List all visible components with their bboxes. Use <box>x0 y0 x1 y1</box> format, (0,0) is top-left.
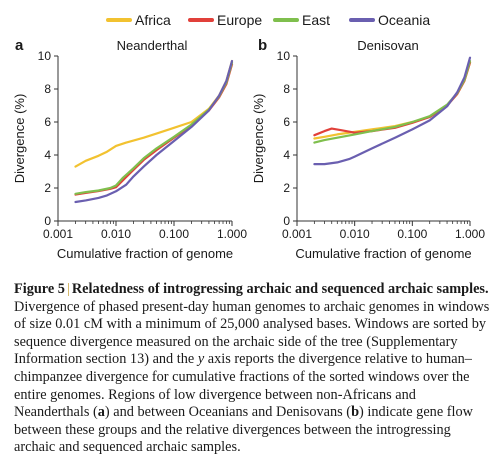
y-tick-label: 8 <box>44 82 51 96</box>
y-tick-label: 4 <box>283 148 290 162</box>
y-tick-label: 0 <box>44 214 51 228</box>
panel-title: Denisovan <box>357 38 418 53</box>
x-tick-label: 0.010 <box>340 227 370 241</box>
x-tick-label: 0.001 <box>43 227 73 241</box>
caption-panel-ref-b: b <box>351 404 360 421</box>
series-line-europe <box>74 63 234 196</box>
y-tick-label: 2 <box>283 181 290 195</box>
x-tick-label: 0.001 <box>282 227 312 241</box>
y-tick-label: 6 <box>44 115 51 129</box>
figure-5-chart: Africa Europe East Oceania a Neanderthal 0 2 4 6… <box>12 12 485 261</box>
y-tick-label: 4 <box>44 148 51 162</box>
figure-caption: Figure 5 | Relatedness of introgressing ar… <box>14 281 494 457</box>
x-axis-label: Cumulative fraction of genome <box>57 246 233 261</box>
caption-text: axis reports the divergence relative to … <box>14 351 472 421</box>
caption-text: ) and between Oceanians and Denisovans ( <box>104 404 352 421</box>
legend-label-europe: Europe <box>217 12 262 28</box>
legend: Africa Europe East Oceania <box>106 12 430 28</box>
panel-b-denisovan: b Denisovan 0 2 4 6 8 10 0.001 0.010 0.100 1.000 Cum… <box>251 37 485 261</box>
caption-text: Divergence of phased present-day human g… <box>14 298 490 368</box>
panel-a-neanderthal: a Neanderthal 0 2 4 6 8 10 0.001 0.010 0.100 1.000 C… <box>12 37 247 261</box>
y-tick-label: 8 <box>283 82 290 96</box>
caption-title: Relatedness of introgressing archaic and… <box>71 281 489 297</box>
legend-label-east: East <box>302 12 330 28</box>
series-line-oceania <box>74 59 234 204</box>
series-line-oceania <box>313 56 472 166</box>
caption-figure-label: Figure 5 <box>14 281 65 297</box>
y-axis-label: Divergence (%) <box>12 94 27 184</box>
y-tick-label: 10 <box>277 49 291 63</box>
legend-label-oceania: Oceania <box>378 12 430 28</box>
y-tick-label: 0 <box>283 214 290 228</box>
x-tick-label: 0.100 <box>159 227 189 241</box>
caption-separator: | <box>66 281 70 297</box>
panel-label: a <box>15 37 24 54</box>
panel-title: Neanderthal <box>117 38 188 53</box>
series-line-europe <box>313 61 472 137</box>
legend-label-africa: Africa <box>135 12 171 28</box>
x-tick-label: 1.000 <box>217 227 247 241</box>
y-tick-label: 6 <box>283 115 290 129</box>
x-axis-label: Cumulative fraction of genome <box>295 246 471 261</box>
x-tick-label: 1.000 <box>455 227 485 241</box>
caption-axis-letter: y <box>197 351 205 368</box>
y-axis-label: Divergence (%) <box>251 94 266 184</box>
x-tick-label: 0.100 <box>397 227 427 241</box>
caption-text: ) indicate gene flow between these group… <box>14 404 473 456</box>
panel-label: b <box>258 37 267 54</box>
y-tick-label: 10 <box>38 49 52 63</box>
caption-panel-ref-a: a <box>97 404 105 421</box>
x-tick-label: 0.010 <box>101 227 131 241</box>
series-line-east <box>74 61 234 195</box>
y-tick-label: 2 <box>44 181 51 195</box>
